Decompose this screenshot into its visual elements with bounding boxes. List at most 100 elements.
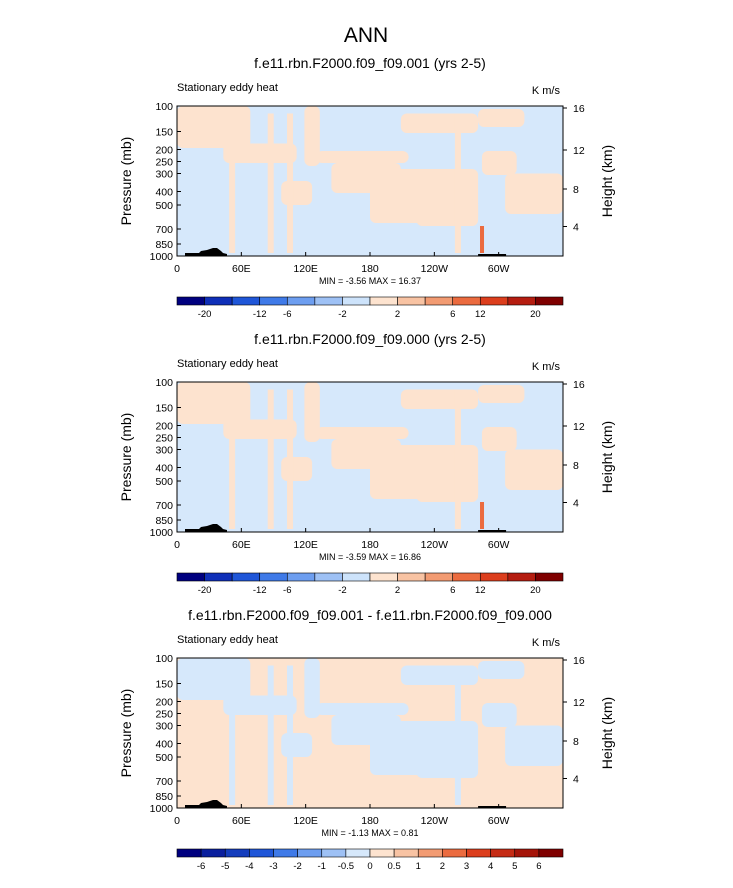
colorbar-label: -3: [269, 861, 277, 872]
colorbar-box: [224, 848, 250, 858]
field-region: [281, 733, 313, 757]
x-tick-label: 120E: [293, 815, 318, 827]
colorbar-label: 0.5: [388, 861, 401, 872]
panel-title: f.e11.rbn.F2000.f09_f09.000 (yrs 2-5): [254, 331, 486, 347]
colorbar-label: -2: [293, 861, 301, 872]
field-region: [315, 703, 409, 715]
colorbar-box: [314, 572, 343, 582]
y-tick-label: 300: [155, 445, 173, 457]
y-tick-label: 500: [155, 752, 173, 764]
panel-left-label: Stationary eddy heat: [177, 82, 278, 94]
panel-2: f.e11.rbn.F2000.f09_f09.000 (yrs 2-5) Sta…: [118, 331, 615, 596]
colorbar-box: [200, 848, 226, 858]
y-right-tick-label: 8: [573, 184, 579, 196]
colorbar-box: [231, 572, 261, 582]
y-tick-label: 250: [155, 157, 173, 169]
colorbar-label: 6: [536, 861, 541, 872]
y-tick-label: 500: [155, 476, 173, 488]
x-tick-label: 60E: [232, 815, 251, 827]
panel-units: K m/s: [532, 637, 561, 649]
field-region: [416, 199, 479, 226]
colorbar-box: [369, 572, 398, 582]
colorbar-box: [369, 296, 398, 306]
y-tick-label: 400: [155, 463, 173, 475]
colorbar-label: -2: [338, 585, 346, 596]
colorbar-box: [321, 848, 347, 858]
y-right-tick-label: 12: [573, 145, 585, 157]
colorbar-box: [259, 296, 288, 306]
y-tick-label: 700: [155, 776, 173, 788]
colorbar-box: [490, 848, 516, 858]
x-tick-label: 60W: [488, 539, 510, 551]
field-region: [177, 382, 251, 424]
y-tick-label: 200: [155, 697, 173, 709]
y-tick-label: 850: [155, 239, 173, 251]
y-tick-label: 100: [155, 101, 173, 113]
x-tick-label: 60E: [232, 263, 251, 275]
topography: [185, 524, 227, 532]
field-region: [304, 106, 320, 166]
colorbar-label: 3: [464, 861, 469, 872]
colorbar-box: [176, 296, 205, 306]
field-region: [481, 151, 517, 175]
y-tick-label: 200: [155, 421, 173, 433]
field-stripe: [229, 665, 236, 805]
y-right-tick-label: 4: [573, 222, 579, 234]
field-stripe: [287, 389, 294, 529]
y-right-axis-title: Height (km): [599, 145, 615, 217]
field-stripe: [287, 665, 294, 805]
colorbar-box: [273, 848, 298, 858]
x-tick-label: 120E: [293, 539, 318, 551]
field-region: [481, 703, 517, 727]
panel-left-label: Stationary eddy heat: [177, 634, 278, 646]
x-tick-label: 180: [361, 815, 379, 827]
panel-units: K m/s: [532, 85, 561, 97]
field-stripe: [229, 113, 236, 253]
x-tick-label: 0: [174, 539, 180, 551]
x-tick-label: 180: [361, 539, 379, 551]
y-axis-title: Pressure (mb): [118, 137, 134, 226]
y-right-tick-label: 8: [573, 460, 579, 472]
y-tick-label: 300: [155, 169, 173, 181]
field-region: [304, 658, 320, 718]
y-tick-label: 1000: [150, 251, 174, 263]
colorbar-label: -12: [253, 309, 267, 320]
y-tick-label: 1000: [150, 803, 174, 815]
colorbar-box: [397, 572, 426, 582]
colorbar-box: [297, 848, 323, 858]
field-region: [478, 109, 525, 127]
x-tick-label: 120W: [421, 815, 449, 827]
field-stripe: [454, 389, 461, 529]
field-region: [400, 113, 479, 133]
figure-title: ANN: [344, 24, 388, 47]
field-stripe: [454, 665, 461, 805]
y-right-tick-label: 16: [573, 655, 585, 667]
colorbar-box: [342, 572, 371, 582]
field-region: [416, 751, 479, 778]
field-region: [505, 173, 563, 214]
colorbar-label: -5: [221, 861, 229, 872]
colorbar-box: [442, 848, 467, 858]
topography: [478, 254, 507, 256]
colorbar-box: [314, 296, 343, 306]
topography: [478, 806, 507, 808]
colorbar-box: [393, 848, 419, 858]
colorbar-box: [345, 848, 371, 858]
field-region: [223, 419, 297, 439]
x-tick-label: 0: [174, 263, 180, 275]
y-right-tick-label: 16: [573, 379, 585, 391]
colorbar-label: 6: [450, 309, 455, 320]
y-axis-title: Pressure (mb): [118, 413, 134, 502]
colorbar-box: [397, 296, 426, 306]
field-max-spot: [480, 226, 485, 253]
colorbar-box: [452, 296, 481, 306]
colorbar-label: -6: [197, 861, 205, 872]
panel-title: f.e11.rbn.F2000.f09_f09.001 - f.e11.rbn.…: [188, 607, 552, 623]
x-tick-label: 0: [174, 815, 180, 827]
colorbar-label: -0.5: [338, 861, 354, 872]
field-stripe: [267, 113, 274, 253]
y-right-tick-label: 12: [573, 421, 585, 433]
field-region: [481, 427, 517, 451]
colorbar-box: [204, 296, 233, 306]
colorbar-box: [176, 848, 202, 858]
